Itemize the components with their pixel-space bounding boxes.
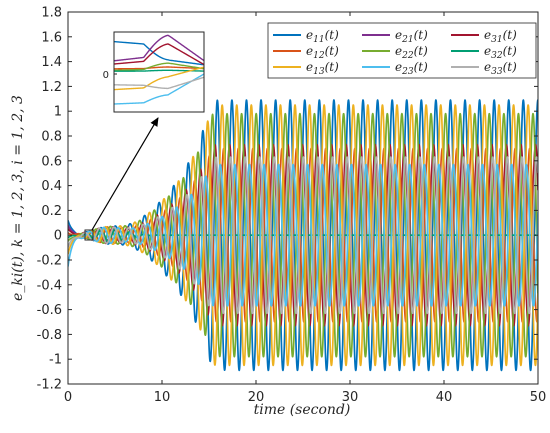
- y-tick-label: 0.2: [41, 204, 62, 219]
- inset-ytick-label: 0: [103, 70, 109, 81]
- y-tick-label: -0.4: [37, 278, 62, 293]
- inset-series-line-13: [114, 66, 204, 91]
- x-axis: 0 10 20 30 40 50: [64, 12, 546, 405]
- legend-box: [267, 22, 537, 79]
- series-line-23: [68, 163, 538, 307]
- legend: e11(t) e21(t) e31(t) e12(t) e22(t) e32(t) e13(…: [267, 22, 537, 79]
- zoom-region-marker: [84, 229, 94, 241]
- series-line-22: [68, 112, 538, 358]
- inset-series-layer: [114, 34, 204, 105]
- x-axis-label: time (second): [254, 402, 351, 418]
- y-tick-label: -0.2: [37, 254, 62, 269]
- y-tick-label: -1.2: [37, 378, 62, 393]
- x-tick-label: 20: [248, 390, 265, 405]
- y-axis-label: e_ki(t), k = 1, 2, 3, i = 1, 2, 3: [10, 95, 26, 301]
- x-tick-label: 30: [342, 390, 359, 405]
- inset-series-line-21: [114, 34, 204, 62]
- y-tick-label: -0.8: [37, 328, 62, 343]
- y-tick-label: 0.8: [41, 130, 62, 145]
- inset-series-line-22: [114, 62, 204, 72]
- inset-series-line-11: [114, 40, 204, 66]
- legend-label-12: e12(t): [306, 44, 339, 61]
- y-tick-label: 1.8: [41, 6, 62, 21]
- legend-label-32: e32(t): [484, 44, 517, 61]
- inset-plot: 0: [103, 31, 205, 113]
- x-tick-label: 40: [436, 390, 453, 405]
- legend-label-21: e21(t): [395, 28, 428, 45]
- legend-label-33: e33(t): [484, 60, 517, 77]
- y-axis: -1.2 -1 -0.8 -0.6 -0.4 -0.2 0 0.2 0.4 0.6 0.8 1 1.2 1…: [37, 6, 538, 393]
- inset-frame: [113, 31, 205, 113]
- y-tick-label: -0.6: [37, 303, 62, 318]
- inset-background: [114, 32, 204, 112]
- x-tick-label: 10: [154, 390, 171, 405]
- y-tick-label: 1.2: [41, 80, 62, 95]
- y-tick-label: 1.6: [41, 30, 62, 45]
- legend-entries: e11(t) e21(t) e31(t) e12(t) e22(t) e32(t) e13(…: [273, 28, 517, 77]
- plot-area-frame: [67, 11, 539, 385]
- inset-series-line-33: [114, 76, 204, 90]
- series-line-12: [68, 147, 538, 323]
- y-tick-label: 1.4: [41, 55, 62, 70]
- x-tick-label: 50: [530, 390, 547, 405]
- zoom-arrow: [91, 117, 159, 231]
- series-line-33: [68, 156, 538, 315]
- y-tick-label: -1: [49, 353, 62, 368]
- legend-label-11: e11(t): [306, 28, 339, 45]
- y-tick-label: 0.6: [41, 154, 62, 169]
- legend-label-23: e23(t): [395, 60, 428, 77]
- legend-label-13: e13(t): [306, 60, 339, 77]
- y-tick-label: 1: [54, 105, 62, 120]
- x-tick-label: 0: [64, 390, 72, 405]
- series-line-11: [68, 99, 538, 372]
- y-tick-label: 0.4: [41, 179, 62, 194]
- inset-series-line-12: [114, 66, 204, 70]
- legend-label-22: e22(t): [395, 44, 428, 61]
- series-layer: [68, 99, 538, 372]
- inset-series-line-31: [114, 43, 204, 66]
- legend-label-31: e31(t): [484, 28, 517, 45]
- y-tick-label: 0: [54, 229, 62, 244]
